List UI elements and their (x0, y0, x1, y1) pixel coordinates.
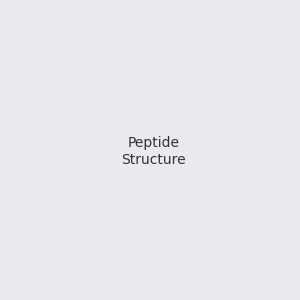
Text: Peptide
Structure: Peptide Structure (122, 136, 186, 166)
